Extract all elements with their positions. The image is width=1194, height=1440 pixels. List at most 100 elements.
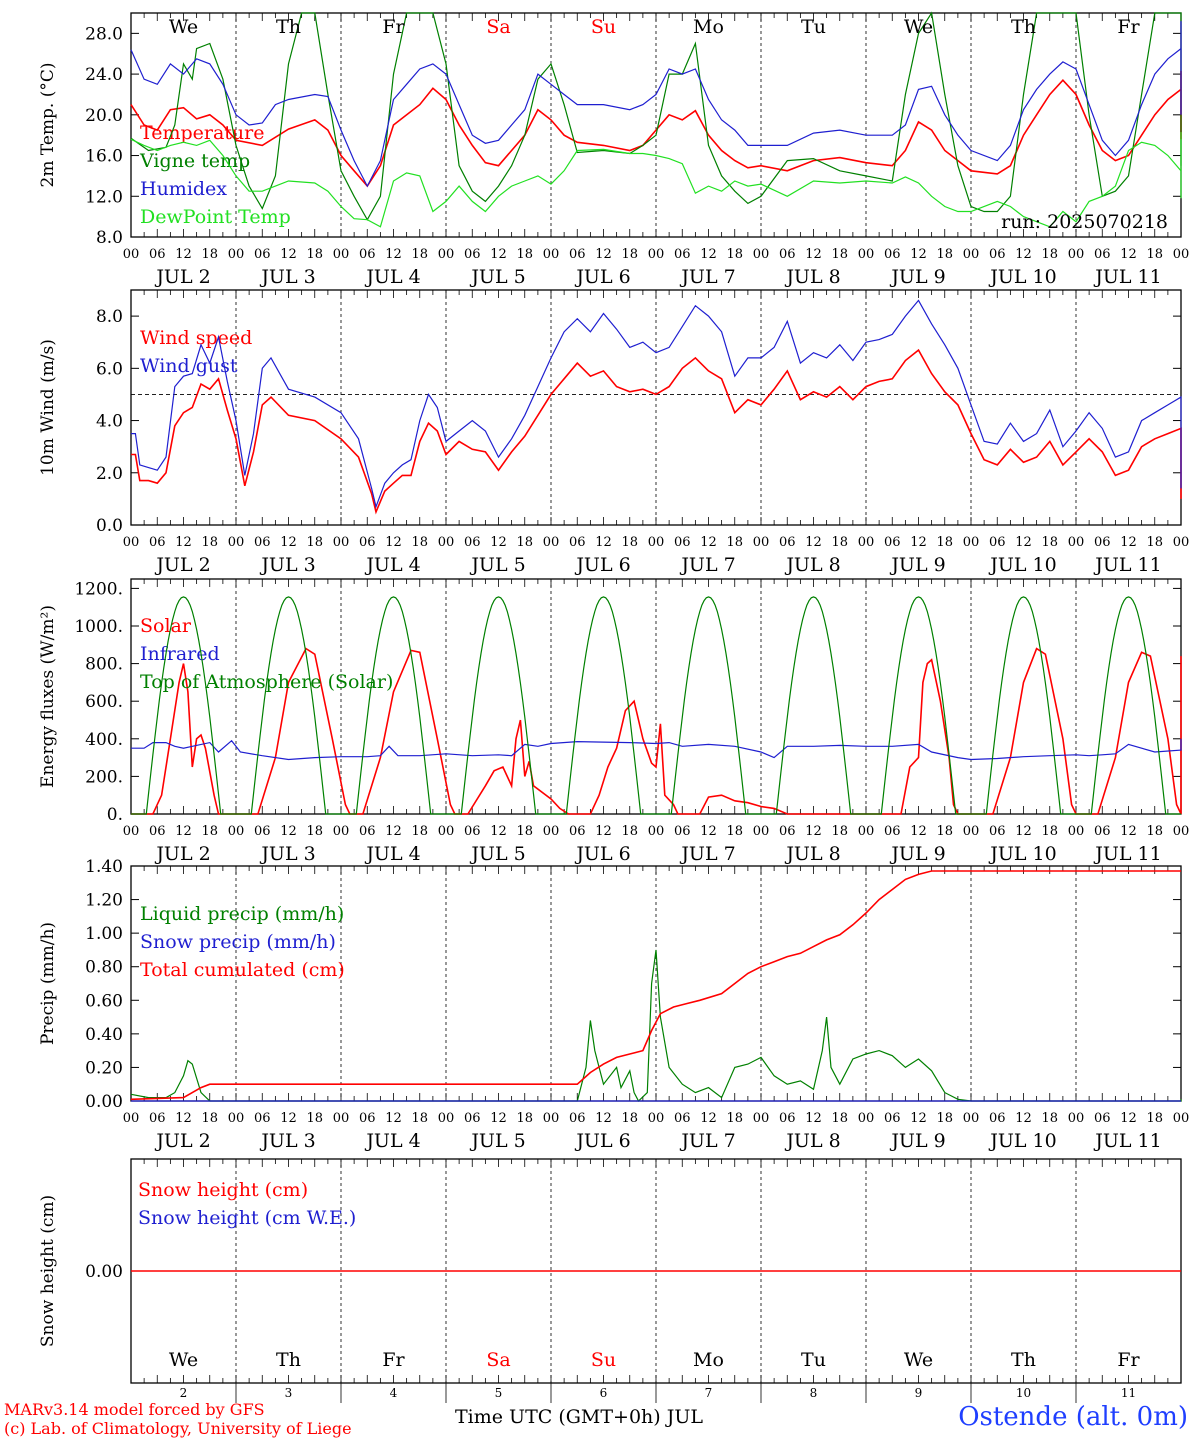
hour-tick-label: 00 [333, 824, 350, 839]
hour-tick-label: 18 [831, 1111, 848, 1126]
hour-tick-label: 12 [805, 824, 822, 839]
hour-tick-label: 06 [254, 535, 271, 550]
hour-tick-label: 12 [910, 824, 927, 839]
y-tick-label: 1.20 [85, 891, 123, 911]
date-label: JUL 6 [574, 554, 630, 576]
date-label: JUL 10 [988, 1130, 1056, 1152]
hour-tick-label: 00 [1068, 824, 1085, 839]
hour-tick-label: 18 [621, 247, 638, 262]
hour-tick-label: 06 [149, 1111, 166, 1126]
hour-tick-label: 06 [569, 824, 586, 839]
y-tick-label: 8.0 [96, 307, 123, 327]
hour-tick-label: 12 [595, 824, 612, 839]
legend-entry: Top of Atmosphere (Solar) [140, 671, 393, 693]
hour-tick-label: 00 [123, 1111, 140, 1126]
hour-tick-label: 00 [963, 1111, 980, 1126]
hour-tick-label: 00 [228, 824, 245, 839]
hour-tick-label: 00 [1173, 247, 1190, 262]
hour-tick-label: 12 [490, 1111, 507, 1126]
y-tick-label: 0.00 [85, 1092, 123, 1112]
hour-tick-label: 18 [621, 824, 638, 839]
hour-tick-label: 18 [1041, 824, 1058, 839]
series-line-humidex [130, 21, 1182, 188]
hour-tick-label: 12 [490, 535, 507, 550]
hour-tick-label: 06 [569, 535, 586, 550]
hour-tick-label: 18 [936, 824, 953, 839]
y-tick-label: 0.20 [85, 1058, 123, 1078]
hour-tick-label: 12 [1015, 247, 1032, 262]
weekday-label: Mo [693, 16, 724, 38]
hour-tick-label: 12 [805, 535, 822, 550]
hour-tick-label: 18 [306, 535, 323, 550]
hour-tick-label: 12 [700, 535, 717, 550]
precip-panel: 0.00 0.20 0.40 0.60 0.80 1.00 1.20 1.40 Precip (… [38, 857, 1189, 1152]
run-annotation: run: 2025070218 [1001, 211, 1168, 233]
legend-entry: Snow height (cm W.E.) [138, 1207, 356, 1229]
y-tick-label: 600. [85, 692, 123, 712]
hour-tick-label: 12 [385, 247, 402, 262]
hour-tick-label: 12 [1015, 1111, 1032, 1126]
series-line-dewpoint-temp [130, 132, 1182, 228]
day-number-label: 3 [285, 1386, 293, 1400]
date-label: JUL 9 [889, 266, 945, 288]
y-tick-label: 12.0 [85, 187, 123, 207]
hour-tick-label: 06 [674, 824, 691, 839]
y-tick-label: 28.0 [85, 24, 123, 44]
y-tick-label: 0.80 [85, 958, 123, 978]
hour-tick-label: 06 [359, 1111, 376, 1126]
day-number-label: 7 [705, 1386, 713, 1400]
weekday-label: Th [1011, 1349, 1036, 1371]
hour-tick-label: 00 [963, 535, 980, 550]
hour-tick-label: 00 [333, 535, 350, 550]
hour-tick-label: 00 [648, 247, 665, 262]
hour-tick-label: 18 [411, 1111, 428, 1126]
y-tick-label: 8.0 [96, 228, 123, 248]
hour-tick-label: 12 [910, 247, 927, 262]
date-label: JUL 8 [784, 1130, 840, 1152]
weekday-label: Th [276, 16, 301, 38]
legend-entry: Snow height (cm) [138, 1179, 308, 1201]
series-line-solar [131, 647, 1182, 815]
hour-tick-label: 00 [1068, 247, 1085, 262]
hour-tick-label: 06 [884, 535, 901, 550]
hour-tick-label: 00 [543, 247, 560, 262]
date-label: JUL 2 [154, 1130, 210, 1152]
hour-tick-label: 18 [1146, 535, 1163, 550]
hour-tick-label: 18 [306, 247, 323, 262]
hour-tick-label: 00 [753, 1111, 770, 1126]
hour-tick-label: 06 [989, 247, 1006, 262]
hour-tick-label: 18 [726, 535, 743, 550]
y-tick-label: 6.0 [96, 359, 123, 379]
weekday-label: We [169, 16, 198, 38]
hour-tick-label: 18 [306, 1111, 323, 1126]
series-line-wind-gust [131, 299, 1182, 509]
weekday-label: Sa [486, 1349, 510, 1371]
date-label: JUL 5 [469, 843, 525, 865]
y-tick-label: 0.40 [85, 1025, 123, 1045]
hour-tick-label: 00 [963, 247, 980, 262]
hour-tick-label: 00 [753, 824, 770, 839]
y-axis-label: 10m Wind (m/s) [38, 339, 58, 476]
hour-tick-label: 06 [464, 1111, 481, 1126]
date-label: JUL 8 [784, 843, 840, 865]
hour-tick-label: 18 [936, 535, 953, 550]
hour-tick-label: 18 [1041, 247, 1058, 262]
legend-entry: Snow precip (mm/h) [140, 931, 336, 953]
hour-tick-label: 12 [805, 247, 822, 262]
hour-tick-label: 12 [1015, 824, 1032, 839]
date-label: JUL 3 [259, 266, 315, 288]
hour-tick-label: 06 [464, 247, 481, 262]
day-number-label: 11 [1121, 1386, 1136, 1400]
hour-tick-label: 06 [149, 535, 166, 550]
legend-entry: Solar [140, 615, 192, 637]
hour-tick-label: 12 [175, 824, 192, 839]
date-label: JUL 6 [574, 1130, 630, 1152]
hour-tick-label: 00 [753, 535, 770, 550]
hour-tick-label: 06 [464, 535, 481, 550]
hour-tick-label: 06 [254, 247, 271, 262]
hour-tick-label: 00 [228, 1111, 245, 1126]
hour-tick-label: 12 [595, 247, 612, 262]
hour-tick-label: 06 [1094, 1111, 1111, 1126]
y-tick-label: 1000. [74, 617, 123, 637]
hour-tick-label: 18 [411, 247, 428, 262]
